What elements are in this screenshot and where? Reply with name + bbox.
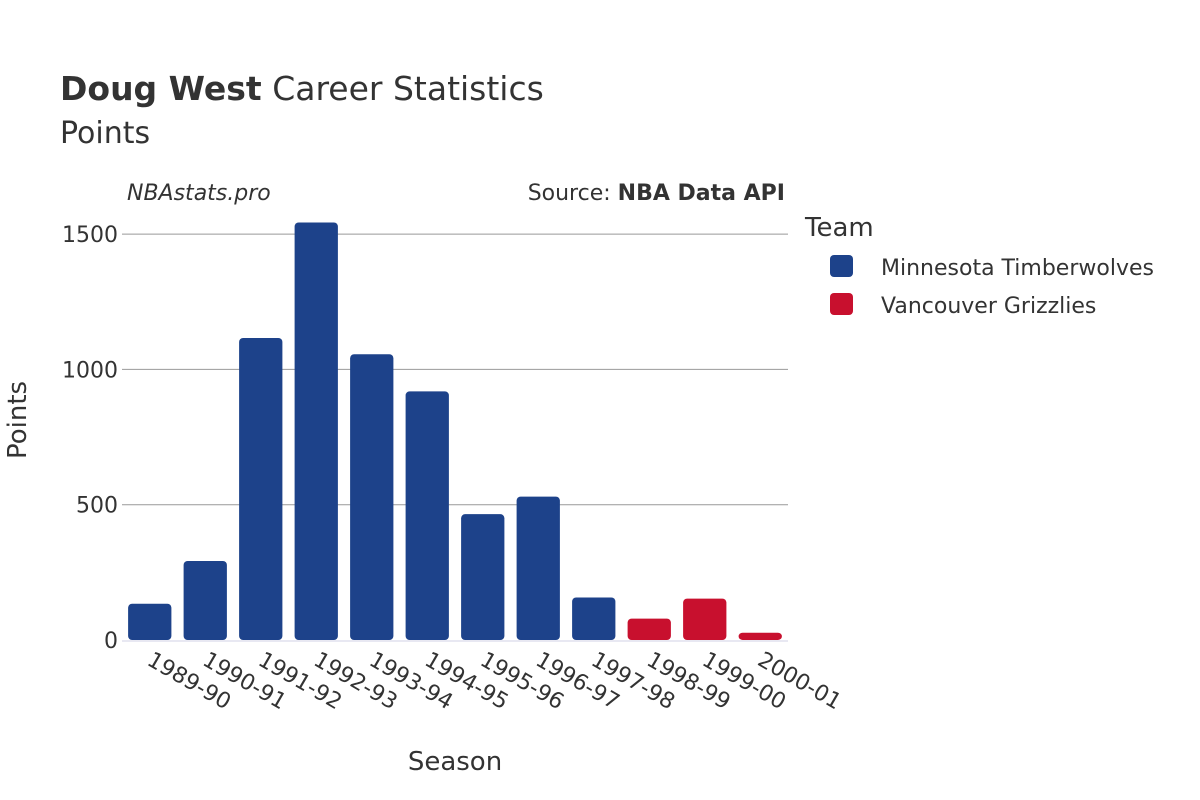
- bar: [461, 514, 505, 640]
- x-tick-labels: 1989-901990-911991-921992-931993-941994-…: [143, 648, 846, 716]
- x-axis-title: Season: [408, 747, 502, 777]
- legend: Team Minnesota Timberwolves Vancouver Gr…: [804, 213, 1154, 319]
- y-tick-label: 1000: [62, 358, 118, 383]
- legend-title: Team: [804, 213, 874, 243]
- y-tick-labels: 0 500 1000 1500: [62, 223, 118, 654]
- y-tick-label: 500: [76, 494, 118, 519]
- y-axis-title: Points: [3, 381, 33, 459]
- bar: [183, 560, 227, 640]
- source-credit: Source: NBA Data API: [528, 181, 785, 206]
- source-prefix: Source:: [528, 181, 618, 206]
- legend-label-minnesota: Minnesota Timberwolves: [881, 256, 1154, 281]
- y-tick-label: 0: [104, 629, 118, 654]
- bars: [122, 222, 788, 642]
- bar: [239, 338, 283, 640]
- legend-swatch-minnesota: [830, 255, 853, 277]
- legend-label-vancouver: Vancouver Grizzlies: [881, 294, 1096, 319]
- chart-title: Doug West Career Statistics: [60, 69, 544, 108]
- bar: [128, 603, 172, 640]
- bar: [516, 496, 560, 640]
- chart-title-player: Doug West: [60, 69, 262, 108]
- y-gridlines: [122, 233, 788, 506]
- bar: [738, 632, 782, 640]
- y-tick-label: 1500: [62, 223, 118, 248]
- source-name: NBA Data API: [618, 181, 785, 206]
- bar: [627, 618, 671, 640]
- chart-title-rest: Career Statistics: [262, 69, 544, 108]
- site-credit: NBAstats.pro: [127, 181, 271, 206]
- legend-swatch-vancouver: [830, 293, 853, 315]
- bar: [572, 597, 616, 640]
- bar: [350, 354, 394, 640]
- bar: [405, 391, 449, 640]
- chart-subtitle: Points: [60, 116, 150, 151]
- bar: [294, 222, 338, 641]
- bar: [683, 598, 727, 640]
